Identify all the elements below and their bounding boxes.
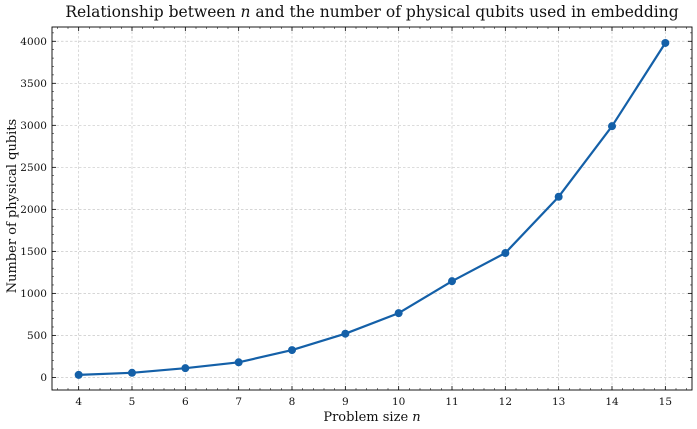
axis-ticks: 4 5 6 7 8 9 10 11 12 13 14 15 0 500 1000 1500 2000 2500 30… [20,27,692,408]
x-tick-label: 11 [445,396,458,408]
data-point [554,192,563,201]
series-layer [74,38,670,379]
y-tick-label: 4000 [20,36,47,48]
x-tick-label: 9 [342,396,349,408]
chart-title: Relationship between n and the number of… [65,3,678,21]
y-tick-label: 2000 [20,204,47,216]
data-point [501,249,510,258]
x-tick-label: 12 [499,396,512,408]
data-point [661,38,670,47]
data-point [128,368,136,377]
y-tick-label: 3000 [20,120,47,132]
x-tick-label: 6 [182,396,189,408]
x-tick-label: 8 [289,396,296,408]
data-point [394,309,403,318]
data-point [74,370,83,379]
x-tick-label: 4 [75,396,82,408]
data-point [288,346,296,355]
data-point [181,364,190,373]
data-point [234,358,243,367]
x-tick-label: 13 [552,396,565,408]
x-tick-label: 10 [392,396,405,408]
x-tick-label: 15 [659,396,672,408]
data-point [608,122,616,131]
y-tick-label: 1500 [20,246,47,258]
y-tick-label: 3500 [20,78,47,90]
grid [52,27,692,390]
y-tick-label: 500 [27,330,47,342]
x-axis-label: Problem size n [323,410,420,425]
plot-frame [51,26,693,391]
y-axis-label: Number of physical qubits [5,119,20,293]
data-point [341,329,350,338]
data-point [448,277,456,286]
series-line [78,42,667,376]
y-tick-label: 1000 [20,288,47,300]
x-tick-label: 7 [235,396,242,408]
y-tick-label: 2500 [20,162,47,174]
y-tick-label: 0 [40,372,47,384]
x-tick-label: 14 [605,396,619,408]
x-tick-label: 5 [129,396,136,408]
